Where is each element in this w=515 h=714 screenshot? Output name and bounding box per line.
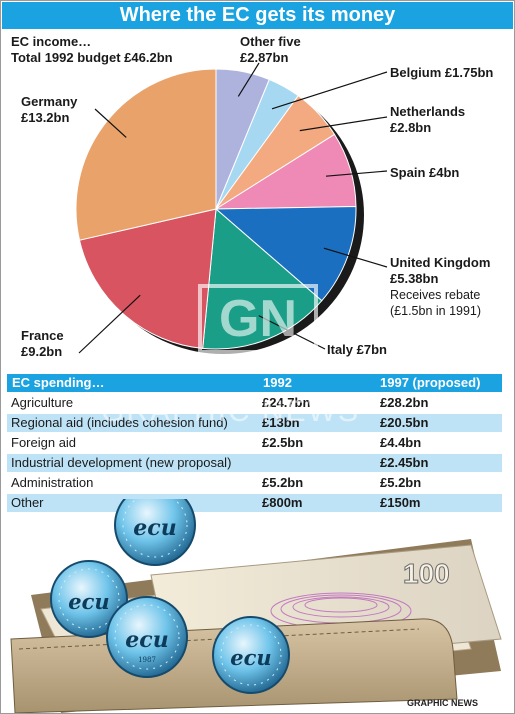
- leader-line-netherlands: [299, 116, 388, 132]
- slice-label-other-five: Other five £2.87bn: [240, 34, 301, 66]
- coin-text: ecu: [230, 645, 271, 670]
- rebate-note-line2: (£1.5bn in 1991): [390, 304, 482, 318]
- coin-text: ecu: [125, 627, 168, 653]
- row-label: Other: [11, 495, 44, 510]
- ecu-coin: ecu: [212, 616, 290, 694]
- row-value-1992: £5.2bn: [262, 475, 304, 490]
- coin-year: 1987: [138, 656, 156, 664]
- wallet-illustration: 100 ecu ecu ecu 1987 ecu: [10, 499, 502, 713]
- table-row: Foreign aid £2.5bn £4.4bn: [7, 434, 502, 452]
- slice-name: Germany: [21, 94, 78, 109]
- column-1992: 1992: [263, 375, 292, 390]
- slice-label-germany: Germany £13.2bn: [21, 94, 77, 126]
- slice-value: £5.38bn: [390, 271, 439, 286]
- table-row: Industrial development (new proposal) £2…: [7, 454, 502, 472]
- leader-line-spain: [325, 170, 388, 177]
- slice-value: £7bn: [356, 342, 387, 357]
- slice-name: Other five: [240, 34, 301, 49]
- leader-line-united-kingdom: [323, 247, 388, 268]
- row-value-1992: £13bn: [262, 415, 300, 430]
- column-1997: 1997 (proposed): [380, 375, 481, 390]
- wallet-stitch: [18, 628, 420, 650]
- pie-slice-united-kingdom: [214, 205, 357, 302]
- leader-line-italy: [258, 315, 326, 350]
- row-value-1992: £800m: [262, 495, 303, 510]
- credit-label: GRAPHIC NEWS: [407, 698, 479, 708]
- row-value-1997: £4.4bn: [380, 435, 422, 450]
- ecu-coin: ecu: [50, 560, 128, 638]
- banknote-value: 100: [403, 558, 450, 589]
- income-heading-line1: EC income…: [11, 34, 92, 49]
- slice-name: Netherlands: [390, 104, 466, 119]
- row-label: Agriculture: [11, 395, 74, 410]
- leader-line-other-five: [237, 62, 260, 97]
- slice-value: £9.2bn: [21, 344, 63, 359]
- slice-label-united-kingdom: United Kingdom £5.38bn Receives rebate (…: [390, 255, 490, 319]
- rebate-note-line1: Receives rebate: [390, 288, 481, 302]
- row-value-1992: £24.7bn: [262, 395, 311, 410]
- slice-label-spain: Spain £4bn: [390, 165, 459, 181]
- slice-label-italy: Italy £7bn: [327, 342, 387, 358]
- slice-name: United Kingdom: [390, 255, 491, 270]
- row-label: Foreign aid: [11, 435, 77, 450]
- watermark-logo: GN: [198, 284, 318, 354]
- row-label: Regional aid (includes cohesion fund): [11, 415, 228, 430]
- slice-name: France: [21, 328, 64, 343]
- watermark-text: GRAPHIC NEWS: [101, 395, 361, 428]
- income-heading-line2: Total 1992 budget £46.2bn: [11, 50, 173, 65]
- row-label: Administration: [11, 475, 94, 490]
- leader-line-france: [78, 294, 141, 354]
- slice-value: £2.8bn: [390, 120, 432, 135]
- page-title: Where the EC gets its money: [2, 2, 513, 29]
- row-value-1997: £150m: [380, 495, 421, 510]
- pie-slice-germany: [75, 68, 217, 241]
- slice-value: £13.2bn: [21, 110, 70, 125]
- table-row: Agriculture £24.7bn £28.2bn: [7, 394, 502, 412]
- row-label: Industrial development (new proposal): [11, 455, 232, 470]
- slice-value: £1.75bn: [444, 65, 494, 80]
- table-row: Regional aid (includes cohesion fund) £1…: [7, 414, 502, 432]
- row-value-1992: £2.5bn: [262, 435, 304, 450]
- slice-value: £4bn: [429, 165, 460, 180]
- spending-title: EC spending…: [12, 375, 105, 390]
- slice-name: Belgium: [390, 65, 442, 80]
- income-heading: EC income… Total 1992 budget £46.2bn: [11, 34, 173, 66]
- slice-name: Spain: [390, 165, 426, 180]
- slice-value: £2.87bn: [240, 50, 289, 65]
- row-value-1997: £28.2bn: [380, 395, 429, 410]
- row-value-1997: £2.45bn: [380, 455, 429, 470]
- slice-name: Italy: [327, 342, 354, 357]
- ecu-coin: ecu: [114, 499, 196, 566]
- spending-table-header: EC spending… 1992 1997 (proposed): [7, 374, 502, 392]
- leader-line-germany: [94, 108, 127, 138]
- svg-text:GN: GN: [219, 290, 297, 348]
- row-value-1997: £5.2bn: [380, 475, 422, 490]
- coin-text: ecu: [133, 515, 176, 541]
- row-value-1997: £20.5bn: [380, 415, 429, 430]
- slice-label-france: France £9.2bn: [21, 328, 64, 360]
- coin-text: ecu: [68, 589, 109, 614]
- ecu-coin: ecu 1987: [106, 596, 188, 678]
- slice-label-netherlands: Netherlands £2.8bn: [390, 104, 465, 136]
- leader-line-belgium: [271, 71, 388, 110]
- table-row: Administration £5.2bn £5.2bn: [7, 474, 502, 492]
- pie-slice-france: [78, 208, 217, 349]
- slice-label-belgium: Belgium £1.75bn: [390, 65, 493, 81]
